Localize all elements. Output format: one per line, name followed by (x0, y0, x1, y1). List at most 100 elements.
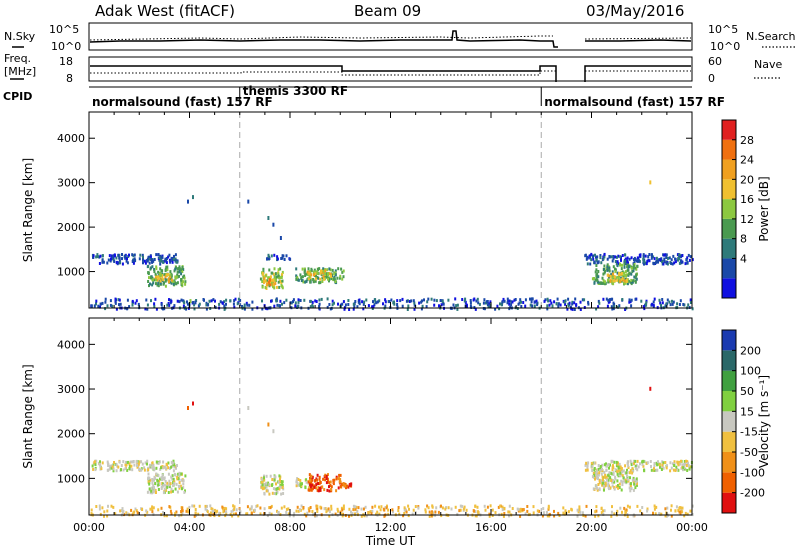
velocity-cell (267, 481, 270, 485)
power-cell (683, 303, 686, 307)
velocity-cell (137, 462, 140, 466)
power-cell (121, 253, 123, 256)
power-cell (618, 304, 621, 308)
velocity-cell (341, 512, 344, 516)
velocity-cell (174, 487, 177, 491)
velocity-cell (595, 484, 598, 488)
velocity-cell (685, 464, 688, 467)
power-cell (313, 270, 316, 274)
power-cell (574, 297, 577, 301)
power-cell (602, 257, 605, 261)
velocity-cell (197, 512, 200, 516)
power-cell (168, 303, 171, 307)
power-cell (114, 300, 117, 304)
power-cell (520, 305, 523, 308)
velocity-cell (591, 469, 594, 472)
velocity-cell (601, 475, 604, 479)
power-cell (275, 297, 278, 301)
velocity-cell (682, 464, 685, 468)
velocity-cell (330, 485, 333, 489)
velocity-cell (343, 484, 346, 488)
power-cell (571, 302, 574, 306)
velocity-cell (324, 507, 327, 510)
velocity-cell (634, 459, 637, 463)
velocity-cell (600, 511, 603, 515)
power-cell (126, 298, 129, 302)
power-cell (524, 298, 527, 302)
power-cell (603, 252, 606, 256)
y-tick-label: 1000 (57, 472, 85, 485)
velocity-cell (664, 507, 667, 511)
velocity-cell (319, 481, 322, 484)
velocity-cell (338, 480, 341, 484)
power-cell (334, 269, 337, 273)
power-cell (658, 258, 661, 262)
power-cell (352, 302, 355, 306)
power-cell (173, 269, 176, 273)
velocity-cell (641, 460, 644, 464)
velocity-cell (611, 484, 614, 488)
power-cell (627, 279, 630, 283)
velocity-cell (584, 468, 587, 472)
power-cell (194, 301, 197, 305)
power-cell (665, 302, 668, 306)
power-cell (109, 303, 112, 307)
velocity-cell (111, 465, 114, 469)
velocity-cell (349, 483, 352, 487)
velocity-cell (124, 467, 127, 471)
colorbar-tick-label: 100 (740, 365, 761, 378)
colorbar-tick-label: 16 (740, 193, 754, 206)
velocity-cell (614, 477, 617, 481)
velocity-cell (635, 466, 638, 470)
velocity-cell (179, 484, 182, 488)
power-cell (612, 255, 615, 258)
power-cell (175, 260, 178, 264)
velocity-colorbar-swatch (722, 452, 736, 473)
power-cell (681, 254, 684, 257)
power-cell (606, 268, 609, 272)
power-cell (334, 273, 337, 277)
velocity-cell (385, 506, 388, 510)
velocity-cell (225, 507, 228, 511)
velocity-cell (309, 506, 312, 509)
nsearch-trace (89, 35, 692, 41)
power-cell (614, 270, 617, 274)
velocity-cell (595, 509, 598, 513)
power-cell (273, 267, 276, 271)
power-cell (164, 284, 167, 288)
power-cell (166, 265, 169, 269)
power-cell (296, 304, 299, 308)
velocity-cell (606, 478, 609, 482)
velocity-cell (110, 504, 113, 508)
power-cell (180, 272, 183, 276)
power-cell (659, 301, 662, 305)
power-cell (145, 298, 148, 302)
power-cell (117, 298, 120, 302)
power-cell (154, 276, 157, 280)
power-cell (121, 257, 123, 261)
power-cell (142, 261, 144, 265)
power-cell (665, 253, 668, 257)
power-y-label: Slant Range [km] (21, 158, 35, 262)
power-cell (614, 255, 617, 259)
power-cell (178, 300, 181, 304)
velocity-cell (602, 484, 605, 488)
x-tick-label: 00:00 (676, 521, 708, 534)
velocity-cell (564, 509, 567, 513)
y-tick-label: 2000 (57, 428, 85, 441)
power-cell (500, 303, 503, 307)
velocity-cell (177, 476, 180, 480)
power-cell (158, 256, 161, 260)
nave-tick-bottom: 0 (708, 72, 715, 85)
velocity-cell (608, 471, 611, 475)
power-cell (322, 269, 325, 273)
velocity-cell (231, 514, 234, 518)
power-cell (279, 299, 282, 303)
velocity-cell (333, 478, 336, 482)
velocity-cell (175, 466, 177, 470)
velocity-cell (328, 485, 330, 489)
power-cell (329, 268, 332, 272)
velocity-cell (172, 469, 175, 473)
power-cell (628, 272, 631, 276)
velocity-cell (526, 505, 529, 508)
